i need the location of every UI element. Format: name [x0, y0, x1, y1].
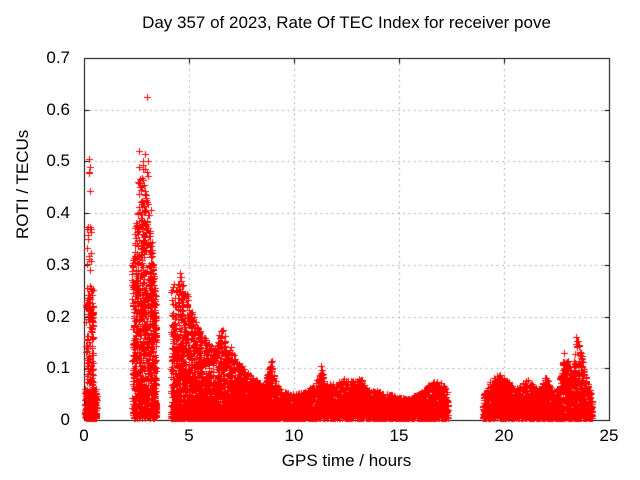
x-tick-label: 25 [599, 426, 619, 445]
y-tick-label: 0.6 [46, 100, 70, 119]
x-tick-label: 5 [184, 426, 194, 445]
y-tick-label: 0 [60, 410, 70, 429]
y-tick-label: 0.3 [46, 255, 70, 274]
y-tick-label: 0.1 [46, 358, 70, 377]
y-tick-label: 0.4 [46, 203, 70, 222]
x-tick-label: 0 [79, 426, 89, 445]
chart-title: Day 357 of 2023, Rate Of TEC Index for r… [142, 13, 551, 32]
y-tick-label: 0.5 [46, 151, 70, 170]
x-tick-label: 10 [284, 426, 304, 445]
x-axis-label: GPS time / hours [281, 451, 412, 470]
x-tick-label: 20 [494, 426, 514, 445]
y-tick-label: 0.2 [46, 307, 70, 326]
y-tick-label: 0.7 [46, 48, 70, 67]
x-tick-label: 15 [389, 426, 409, 445]
